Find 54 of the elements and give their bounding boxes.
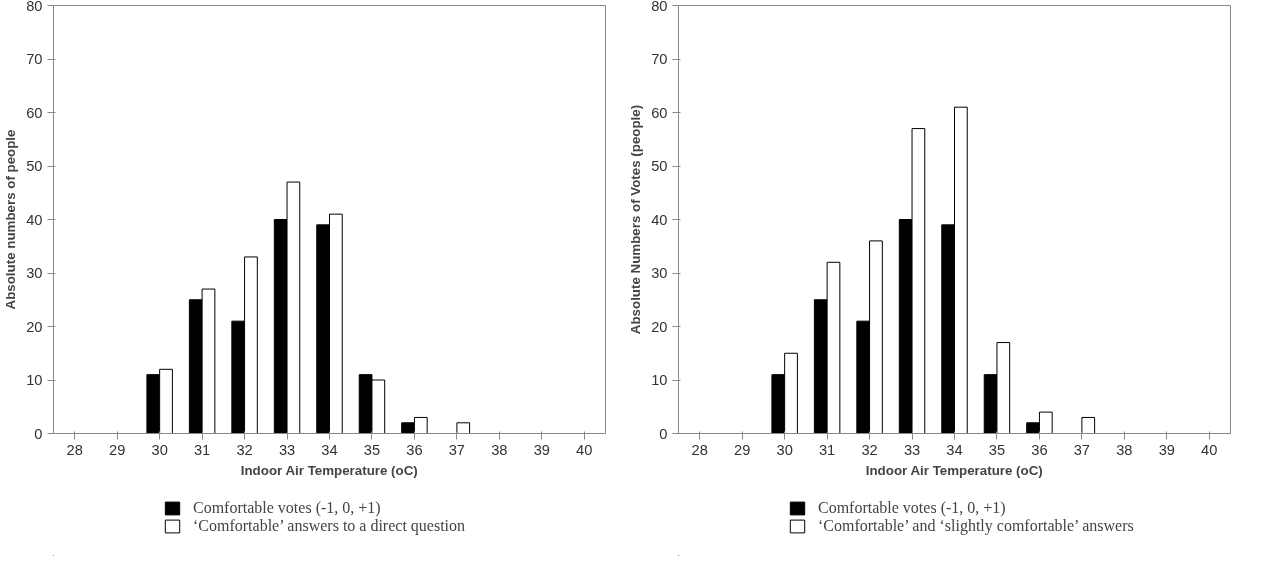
x-tick-label: 32 bbox=[861, 441, 878, 458]
y-tick-label: 50 bbox=[651, 158, 668, 174]
bar bbox=[1081, 416, 1096, 434]
bar bbox=[456, 422, 471, 434]
x-tick-label: 40 bbox=[576, 441, 593, 458]
y-tick-label: 10 bbox=[26, 372, 43, 388]
legend-label: ‘Comfortable’ and ‘slightly comfortable’ answers bbox=[818, 517, 1134, 535]
y-tick-label: 30 bbox=[26, 265, 43, 281]
x-tick-label: 30 bbox=[776, 441, 793, 458]
x-tick-label: 28 bbox=[691, 441, 708, 458]
y-tick-label: 60 bbox=[651, 104, 668, 121]
y-tick-label: 40 bbox=[26, 211, 43, 228]
x-tick-label: 34 bbox=[946, 441, 963, 458]
y-tick-label: 20 bbox=[26, 318, 43, 335]
y-tick-label: 50 bbox=[26, 158, 43, 174]
y-axis-title: Absolute Numbers of Votes (people) bbox=[628, 104, 644, 335]
x-tick-label: 33 bbox=[278, 441, 296, 458]
x-tick-label: 34 bbox=[321, 441, 338, 458]
x-tick-label: 31 bbox=[818, 441, 836, 458]
x-tick-label: 29 bbox=[109, 441, 126, 458]
y-tick-label: 80 bbox=[26, 0, 43, 14]
y-tick-label: 80 bbox=[651, 0, 668, 14]
legend-label: Comfortable votes (-1, 0, +1) bbox=[818, 499, 1006, 517]
y-tick-label: 10 bbox=[651, 372, 668, 388]
y-tick-label: 70 bbox=[26, 51, 43, 67]
x-tick-label: 40 bbox=[1201, 441, 1218, 458]
x-tick-label: 38 bbox=[491, 441, 508, 458]
y-tick-label: 40 bbox=[651, 211, 668, 228]
y-tick-label: 70 bbox=[651, 51, 668, 67]
x-tick-label: 37 bbox=[1073, 441, 1091, 458]
y-axis-title: Absolute numbers of people bbox=[3, 129, 19, 310]
y-tick-label: 0 bbox=[34, 425, 43, 442]
x-tick-label: 37 bbox=[448, 441, 466, 458]
legend-label: ‘Comfortable’ answers to a direct question bbox=[193, 517, 466, 535]
y-tick-label: 60 bbox=[26, 104, 43, 121]
x-tick-label: 39 bbox=[533, 441, 550, 458]
y-tick-label: 0 bbox=[659, 425, 668, 442]
x-tick-label: 29 bbox=[734, 441, 751, 458]
x-axis-title: Indoor Air Temperature (oC) bbox=[865, 462, 1043, 478]
legend-label: Comfortable votes (-1, 0, +1) bbox=[193, 499, 381, 517]
y-tick-label: 30 bbox=[651, 265, 668, 281]
x-tick-label: 35 bbox=[363, 441, 381, 458]
x-tick-label: 38 bbox=[1116, 441, 1133, 458]
x-tick-label: 35 bbox=[988, 441, 1006, 458]
x-tick-label: 28 bbox=[66, 441, 83, 458]
x-tick-label: 36 bbox=[1031, 441, 1048, 458]
y-tick-label: 20 bbox=[651, 318, 668, 335]
x-axis-title: Indoor Air Temperature (oC) bbox=[240, 462, 418, 478]
x-tick-label: 36 bbox=[406, 441, 423, 458]
x-tick-label: 31 bbox=[193, 441, 211, 458]
x-tick-label: 39 bbox=[1158, 441, 1175, 458]
x-tick-label: 33 bbox=[903, 441, 921, 458]
x-tick-label: 30 bbox=[151, 441, 168, 458]
x-tick-label: 32 bbox=[236, 441, 253, 458]
